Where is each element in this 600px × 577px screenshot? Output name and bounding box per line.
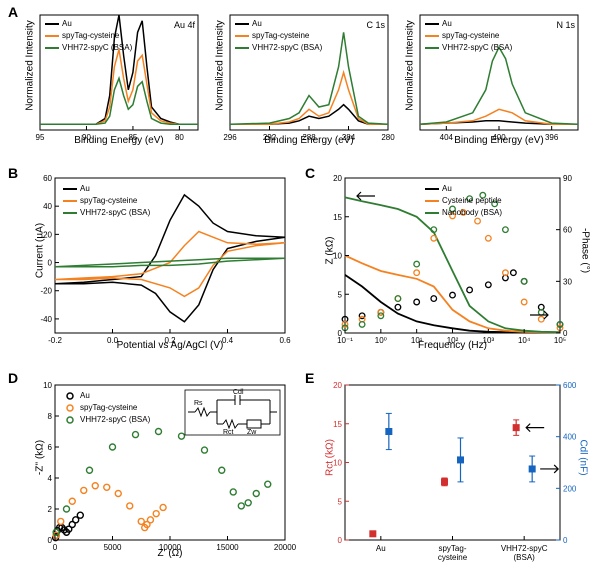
panel-label-a: A [8, 4, 18, 20]
ylabel-a1: Normalized Intensity [25, 16, 36, 116]
svg-text:cysteine: cysteine [438, 553, 468, 562]
svg-text:400: 400 [563, 433, 577, 442]
panel-label-d: D [8, 370, 18, 386]
svg-text:Au: Au [376, 544, 386, 553]
svg-text:0: 0 [563, 329, 568, 338]
svg-text:spyTag-: spyTag- [438, 544, 466, 553]
ylabel-a3: Normalized Intensity [405, 16, 416, 116]
legend-d: Au spyTag-cysteine VHH72-spyC (BSA) [63, 390, 150, 427]
xlabel-a3: Binding Energy (eV) [420, 135, 578, 146]
ylabel-c-left: Z (kΩ) [325, 211, 336, 291]
svg-text:Rct: Rct [223, 429, 234, 436]
svg-text:5: 5 [338, 497, 343, 506]
xlabel-a1: Binding Energy (eV) [40, 135, 198, 146]
title-a3: N 1s [535, 20, 575, 30]
svg-text:Rs: Rs [194, 400, 203, 407]
chart-e: AuspyTag-cysteineVHH72-spyC(BSA)05101520… [345, 385, 560, 540]
svg-text:0: 0 [338, 536, 343, 545]
legend-b: Au spyTag-cysteine VHH72-spyC (BSA) [63, 183, 150, 220]
legend-a2: Au spyTag-cysteine VHH72-spyC (BSA) [235, 18, 322, 55]
circuit-inset: Rs Cdl Rct Zw [185, 390, 280, 435]
ylabel-c-right: -Phase (°) [580, 211, 591, 291]
svg-text:0: 0 [563, 536, 568, 545]
svg-text:Cdl: Cdl [233, 389, 244, 396]
svg-text:60: 60 [563, 226, 572, 235]
legend-a3: Au spyTag-cysteine VHH72-spyC (BSA) [425, 18, 512, 55]
title-a2: C 1s [345, 20, 385, 30]
svg-text:20: 20 [333, 381, 342, 390]
svg-text:30: 30 [563, 277, 572, 286]
panel-label-b: B [8, 165, 18, 181]
svg-text:8: 8 [48, 412, 53, 421]
svg-text:VHH72-spyC: VHH72-spyC [501, 544, 548, 553]
ylabel-b: Current (µA) [35, 201, 46, 301]
legend-spytag: spyTag-cysteine [62, 30, 119, 41]
svg-text:90: 90 [563, 174, 572, 183]
svg-text:10: 10 [43, 381, 52, 390]
svg-text:0: 0 [338, 329, 343, 338]
svg-text:60: 60 [43, 174, 52, 183]
ylabel-e-right: Cdl (nF) [578, 418, 589, 498]
svg-text:20: 20 [333, 174, 342, 183]
ylabel-a2: Normalized Intensity [215, 16, 226, 116]
xlabel-c: Frequency (Hz) [345, 340, 560, 351]
xlabel-b: Potential vs Ag/AgCl (V) [55, 340, 285, 351]
xlabel-d: Z' (Ω) [55, 548, 285, 559]
legend-vhh72: VHH72-spyC (BSA) [62, 42, 132, 53]
ylabel-e-left: Rct (kΩ) [325, 418, 336, 498]
xlabel-a2: Binding Energy (eV) [230, 135, 388, 146]
panel-label-c: C [305, 165, 315, 181]
svg-text:0: 0 [48, 536, 53, 545]
legend-c: Au Cysteine peptide Nanobody (BSA) [425, 183, 502, 220]
ylabel-d: -Z'' (kΩ) [35, 408, 46, 508]
svg-text:6: 6 [48, 443, 53, 452]
svg-text:Zw: Zw [247, 429, 257, 436]
svg-text:2: 2 [48, 505, 53, 514]
svg-text:200: 200 [563, 484, 577, 493]
svg-text:5: 5 [338, 290, 343, 299]
svg-text:600: 600 [563, 381, 577, 390]
svg-text:(BSA): (BSA) [513, 553, 535, 562]
legend-au: Au [62, 18, 72, 29]
svg-text:0: 0 [48, 259, 53, 268]
panel-label-e: E [305, 370, 314, 386]
svg-text:4: 4 [48, 474, 53, 483]
legend-a1: Au spyTag-cysteine VHH72-spyC (BSA) [45, 18, 132, 55]
title-a1: Au 4f [155, 20, 195, 30]
svg-text:-40: -40 [40, 315, 52, 324]
